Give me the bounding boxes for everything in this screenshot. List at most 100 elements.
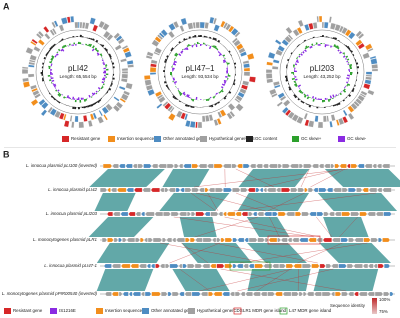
gc-content xyxy=(234,75,236,78)
gc-skew xyxy=(226,62,230,65)
gc-skew xyxy=(70,44,73,46)
gc-content xyxy=(60,102,63,104)
gene-block xyxy=(281,106,289,114)
gc-skew xyxy=(300,53,303,56)
gc-content xyxy=(165,79,167,82)
gc-skew xyxy=(101,86,104,89)
gene-block xyxy=(265,69,273,74)
gc-skew xyxy=(346,83,351,86)
gc-skew xyxy=(172,78,176,81)
gc-content xyxy=(102,47,105,49)
gene-arrow xyxy=(207,163,214,169)
synteny-link xyxy=(339,216,358,238)
gc-skew xyxy=(226,72,228,74)
gc-content xyxy=(339,101,342,103)
gene-block xyxy=(97,116,105,124)
gc-skew xyxy=(89,43,93,48)
gene-arrow xyxy=(260,291,268,297)
gene-arrow xyxy=(178,163,183,169)
gc-skew xyxy=(55,88,57,90)
gc-skew xyxy=(338,93,340,95)
gc-content xyxy=(329,37,332,39)
gc-skew xyxy=(303,93,306,96)
gene-arrow xyxy=(341,187,348,193)
legend-swatch xyxy=(50,308,57,314)
gene-arrow xyxy=(322,237,332,243)
gc-content xyxy=(304,102,307,104)
gene-arrow xyxy=(199,187,205,193)
gene-arrow xyxy=(299,237,309,243)
gc-skew xyxy=(177,89,180,92)
gc-content xyxy=(217,39,221,43)
gene-arrow xyxy=(107,237,114,243)
gene-block xyxy=(365,74,373,77)
gc-skew xyxy=(314,97,317,100)
gc-skew xyxy=(294,78,298,81)
gc-content xyxy=(180,41,183,43)
gc-content xyxy=(355,62,359,65)
gene-block xyxy=(168,22,176,31)
gene-block xyxy=(357,42,366,50)
gene-arrow xyxy=(301,211,310,217)
gc-skew xyxy=(320,43,322,45)
gc-content xyxy=(97,42,99,44)
gc-skew xyxy=(202,42,205,45)
gc-content xyxy=(169,52,171,55)
gene-block xyxy=(334,23,341,32)
gc-content xyxy=(50,95,54,98)
gene-arrow xyxy=(357,163,365,169)
gc-content xyxy=(41,79,45,82)
gc-skew xyxy=(305,45,308,49)
gc-content xyxy=(164,75,166,78)
gc-skew xyxy=(208,45,211,46)
gene-arrow xyxy=(281,237,288,243)
gene-arrow xyxy=(222,291,230,297)
gc-skew xyxy=(95,92,98,95)
legend-swatch xyxy=(108,136,115,142)
gc-skew xyxy=(189,44,192,46)
gene-arrow xyxy=(290,163,299,169)
gc-skew xyxy=(332,94,335,98)
gene-block xyxy=(158,32,165,39)
gc-skew xyxy=(51,57,54,60)
gc-skew xyxy=(102,61,105,64)
gene-arrow xyxy=(237,163,243,169)
gene-arrow xyxy=(144,291,152,297)
gc-content xyxy=(233,79,236,82)
gc-skew xyxy=(222,54,226,57)
gc-content xyxy=(355,79,357,82)
gene-block xyxy=(71,121,75,129)
gene-block xyxy=(291,113,299,122)
gene-block xyxy=(329,22,337,30)
gc-skew xyxy=(220,86,224,89)
gene-block xyxy=(29,54,37,61)
plasmid-length: Length: 65,554 bp xyxy=(59,74,96,79)
gc-skew xyxy=(172,64,173,67)
gc-content xyxy=(52,44,55,48)
gene-arrow xyxy=(318,187,327,193)
gene-block xyxy=(34,93,41,99)
gc-skew xyxy=(179,52,181,54)
gene-block xyxy=(53,20,59,28)
gene-arrow xyxy=(254,263,264,269)
gc-skew xyxy=(182,91,186,95)
gene-arrow xyxy=(293,263,302,269)
gc-skew xyxy=(211,96,213,98)
gc-skew xyxy=(102,83,105,86)
gc-content xyxy=(293,94,296,97)
gc-skew xyxy=(105,65,107,68)
gene-arrow xyxy=(191,291,201,297)
gc-skew xyxy=(349,64,353,67)
gc-skew xyxy=(100,54,103,57)
gene-arrow xyxy=(102,237,108,243)
gc-skew xyxy=(50,76,52,78)
gc-skew xyxy=(218,91,221,94)
gene-arrow xyxy=(247,187,256,193)
gene-block xyxy=(355,30,363,38)
gc-skew xyxy=(175,56,177,58)
gene-block xyxy=(267,51,276,60)
gc-skew xyxy=(215,92,218,95)
synteny-band xyxy=(96,269,154,291)
gc-content xyxy=(83,37,86,38)
synteny-link xyxy=(300,168,310,188)
